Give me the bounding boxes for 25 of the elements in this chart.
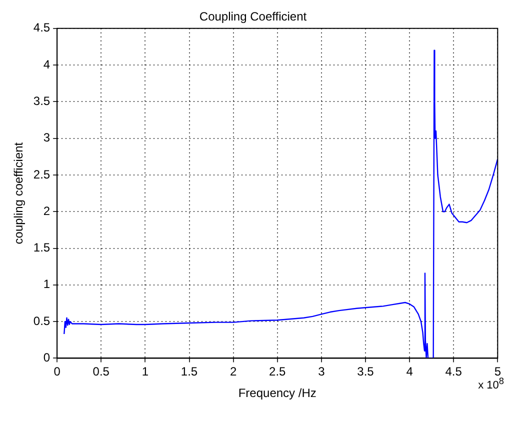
y-tick-label: 1.5 (33, 240, 50, 255)
y-tick-label: 4 (43, 57, 50, 72)
x-tick-label: 3.5 (357, 364, 374, 379)
x-tick-label: 0 (54, 364, 61, 379)
text: x 10$^{8}$ (478, 376, 504, 392)
y-tick-label: 3 (43, 130, 50, 145)
y-tick-label: 2 (43, 204, 50, 218)
y-tick-label: 0.5 (33, 314, 50, 328)
y-tick-label: 4.5 (33, 20, 50, 35)
y-tick-label: 1 (43, 277, 50, 292)
y-tick-label: 0 (43, 350, 50, 365)
x-tick-label: 4 (406, 364, 414, 379)
y-axis-title: coupling coefficient (12, 142, 26, 244)
x-tick-label: 1.5 (180, 364, 198, 379)
x-tick-label: 0.5 (92, 364, 110, 379)
x-tick-label: 5 (494, 364, 502, 379)
chart-title: Coupling Coefficient (199, 10, 308, 24)
x-tick-label: 4.5 (445, 364, 462, 379)
x-axis-title: Frequency /Hz (238, 386, 316, 400)
x-tick-label: 2 (230, 364, 237, 379)
y-tick-label: 3.5 (33, 94, 50, 108)
x-tick-label: 3 (318, 364, 326, 379)
x-tick-label: 1 (142, 364, 149, 379)
x-tick-label: 2.5 (269, 364, 286, 379)
y-tick-label: 2.5 (33, 167, 50, 182)
